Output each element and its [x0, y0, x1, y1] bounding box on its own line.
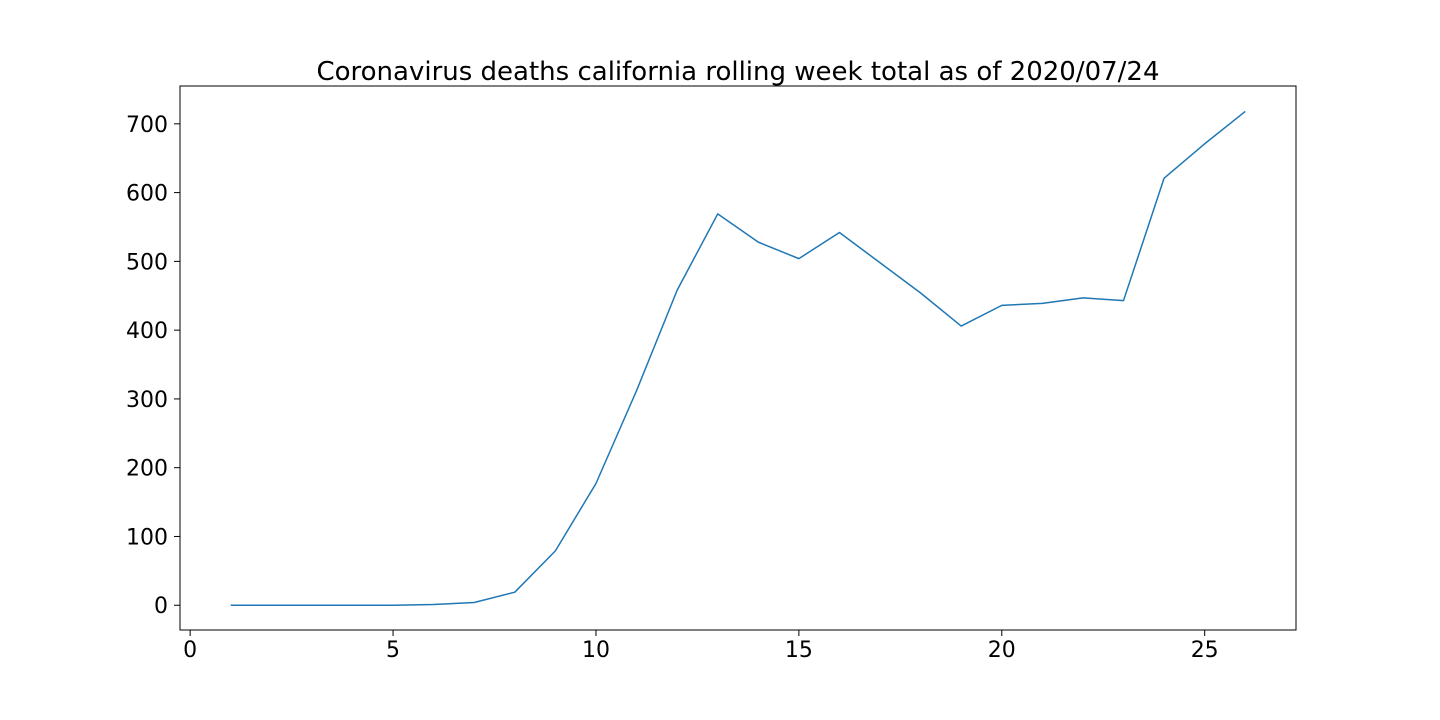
y-tick-label: 200 [126, 457, 168, 482]
x-tick-label: 10 [582, 638, 610, 663]
x-tick-label: 15 [785, 638, 813, 663]
plot-frame [179, 85, 1297, 631]
y-tick-label: 100 [126, 525, 168, 550]
y-tick-label: 600 [126, 182, 168, 207]
x-tick-label: 25 [1191, 638, 1219, 663]
y-tick-label: 400 [126, 319, 168, 344]
x-tick-label: 0 [183, 638, 197, 663]
series-layer [230, 110, 1246, 606]
x-tick-label: 5 [386, 638, 400, 663]
x-axis-ticks: 0 5 10 15 20 25 [183, 630, 1219, 663]
y-tick-label: 700 [126, 113, 168, 138]
y-tick-label: 0 [154, 594, 168, 619]
x-tick-label: 20 [988, 638, 1016, 663]
y-axis-ticks: 0 100 200 300 400 500 600 700 [126, 113, 180, 619]
y-tick-label: 500 [126, 250, 168, 275]
chart-title: Coronavirus deaths california rolling we… [316, 57, 1159, 87]
y-tick-label: 300 [126, 388, 168, 413]
series-line-deaths [230, 110, 1246, 606]
